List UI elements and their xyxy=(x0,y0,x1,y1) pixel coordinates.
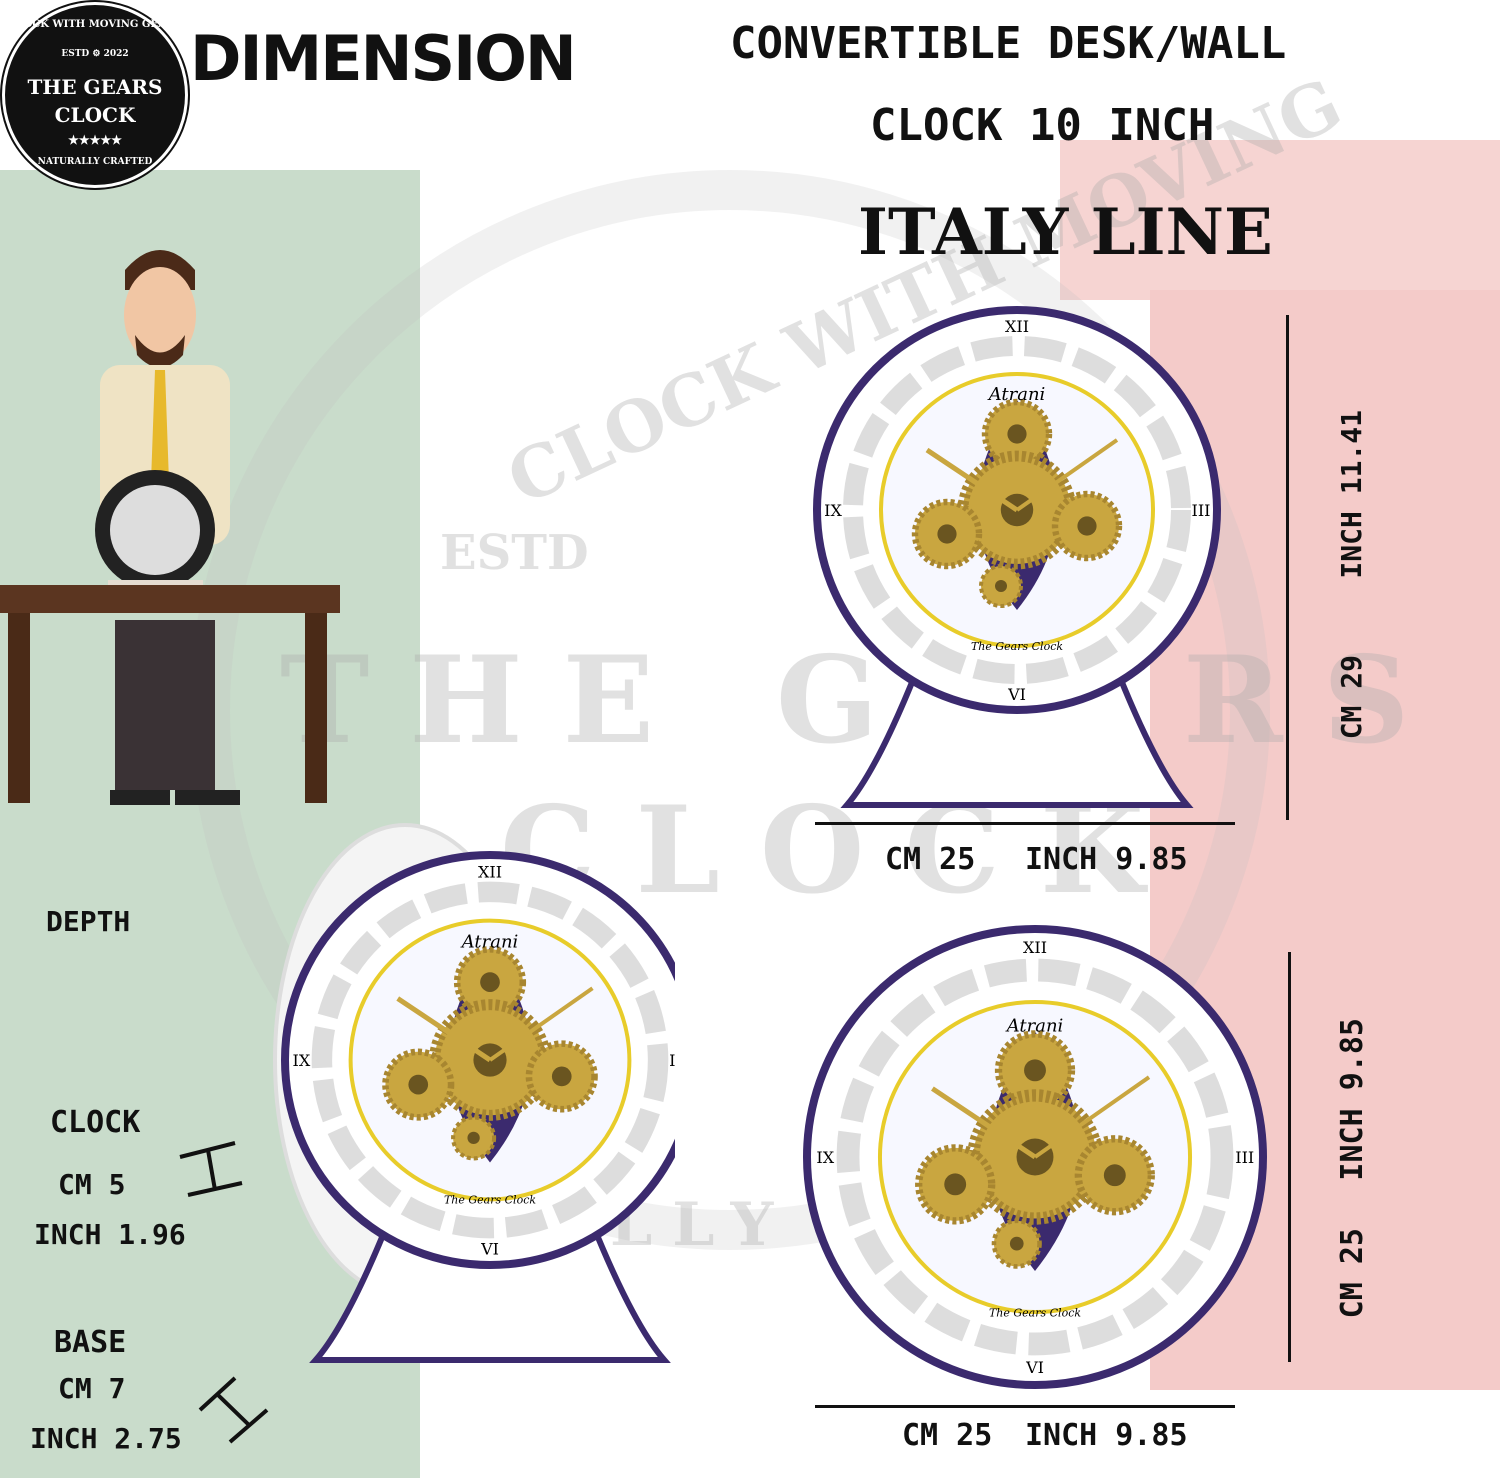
depth-clock-inch: INCH 1.96 xyxy=(34,1218,186,1251)
gear-hub xyxy=(1009,1236,1024,1251)
face-brand: Atrani xyxy=(987,384,1046,405)
watermark-name: THE GEARS xyxy=(280,630,1450,771)
wall-height-inch: INCH 9.85 xyxy=(1335,1018,1370,1181)
roman-numeral: XII xyxy=(1005,317,1029,336)
roman-numeral: VI xyxy=(1007,685,1026,704)
roman-numeral: XII xyxy=(1023,938,1047,957)
clock-inner-ring xyxy=(836,958,1234,1356)
hour-hand xyxy=(925,447,1019,513)
heading-line1: CONVERTIBLE DESK/WALL xyxy=(730,18,1287,69)
depth-base-cm: CM 7 xyxy=(58,1372,126,1405)
roman-numeral: III xyxy=(1235,1148,1254,1167)
gear-hub xyxy=(937,524,957,544)
subtitle: ITALY LINE xyxy=(858,195,1273,270)
depth-clock-cm: CM 5 xyxy=(58,1168,126,1201)
face-brand: Atrani xyxy=(1005,1016,1064,1037)
desk-height-inch: INCH 11.41 xyxy=(1335,410,1368,579)
gear-hub xyxy=(467,1131,480,1145)
wall-height-line xyxy=(1288,952,1291,1362)
watermark-estd: ESTD xyxy=(440,525,589,581)
gear-hub xyxy=(408,1074,429,1095)
roman-numeral: IX xyxy=(824,501,842,520)
gear-hub xyxy=(944,1173,967,1196)
roman-numeral: IX xyxy=(293,1051,311,1070)
gear-hub xyxy=(551,1066,572,1087)
logo-arc-top: CLOCK WITH MOVING GEARS xyxy=(8,19,182,30)
hour-hand xyxy=(931,1086,1037,1160)
gear-hub xyxy=(1007,424,1027,444)
pink-band-top xyxy=(1060,140,1500,300)
logo-arc-bottom: NATURALLY CRAFTED xyxy=(37,157,153,167)
roman-numeral: III xyxy=(1192,501,1211,520)
desk-width-inch: INCH 9.85 xyxy=(1025,842,1188,877)
gear-hub xyxy=(480,972,500,992)
gear-hub xyxy=(1103,1164,1126,1187)
clock-base xyxy=(840,667,1194,808)
logo-line1: THE GEARS xyxy=(27,75,163,99)
logo-year: 2022 xyxy=(103,49,129,59)
logo-stars: ★★★★★ xyxy=(68,133,122,147)
title: DIMENSION xyxy=(190,22,577,95)
clock-base xyxy=(309,1221,671,1363)
roman-numeral: VI xyxy=(1025,1358,1044,1377)
heading-line2: CLOCK 10 INCH xyxy=(870,100,1215,151)
wall-width-line xyxy=(815,1405,1235,1408)
brand-logo: CLOCK WITH MOVING GEARS ESTD ⚙ 2022 THE … xyxy=(2,2,188,188)
person-at-desk-illustration xyxy=(0,250,340,805)
wall-width-inch: INCH 9.85 xyxy=(1025,1418,1188,1453)
desk-height-line xyxy=(1286,315,1289,820)
gear-hub xyxy=(1024,1059,1046,1082)
depth-base-label: BASE xyxy=(54,1325,127,1360)
desk-width-cm: CM 25 xyxy=(885,842,976,877)
clock-inner-ring xyxy=(311,881,669,1239)
hour-hand xyxy=(396,996,492,1063)
desk-height-cm: CM 29 xyxy=(1335,655,1368,740)
face-maker: The Gears Clock xyxy=(444,1194,536,1207)
depth-label: DEPTH xyxy=(46,905,131,938)
roman-numeral: VI xyxy=(480,1240,499,1259)
wall-height-cm: CM 25 xyxy=(1335,1228,1370,1319)
gear-hub xyxy=(995,580,1007,592)
logo-line2: CLOCK xyxy=(54,103,136,127)
minute-hand xyxy=(1033,1075,1151,1159)
depth-base-inch: INCH 2.75 xyxy=(30,1422,182,1455)
face-brand: Atrani xyxy=(460,931,519,952)
minute-hand xyxy=(488,986,594,1062)
desk-width-line xyxy=(815,822,1235,825)
clock-side-angle-image: XII III VI IX Atrani The Gears Clock xyxy=(273,823,675,1363)
face-maker: The Gears Clock xyxy=(989,1307,1081,1320)
desk-clock-front-image: XII III VI IX Atrani The Gears Clock xyxy=(813,306,1221,808)
roman-numeral: III xyxy=(669,1051,675,1070)
minute-hand xyxy=(1015,438,1119,512)
roman-numeral: IX xyxy=(816,1148,834,1167)
clock-inner-ring xyxy=(843,336,1191,684)
gear-hub xyxy=(1077,516,1097,536)
wall-clock-front-image: XII III VI IX Atrani The Gears Clock xyxy=(803,925,1267,1389)
face-maker: The Gears Clock xyxy=(971,640,1063,653)
wall-width-cm: CM 25 xyxy=(902,1418,993,1453)
depth-clock-label: CLOCK xyxy=(50,1105,141,1140)
base-depth-marker-icon xyxy=(198,1376,269,1444)
roman-numeral: XII xyxy=(478,862,502,881)
logo-estd: ESTD xyxy=(61,49,90,59)
clock-depth-marker-icon xyxy=(179,1141,243,1197)
